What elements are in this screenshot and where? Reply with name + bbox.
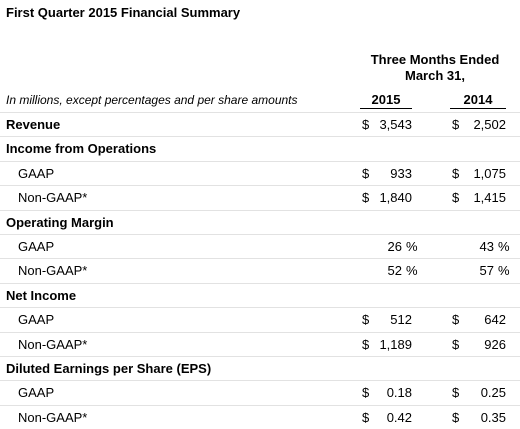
row-rule bbox=[0, 307, 520, 309]
amount: 43 bbox=[479, 239, 494, 254]
period: Three Months Ended bbox=[370, 52, 500, 67]
row-rule bbox=[0, 282, 520, 284]
row-label: GAAP bbox=[18, 312, 55, 328]
unit: % bbox=[498, 263, 510, 279]
unit: % bbox=[406, 239, 418, 254]
row-label: GAAP bbox=[18, 239, 55, 254]
year: 2014 bbox=[463, 92, 493, 107]
amount: 933 bbox=[390, 165, 412, 181]
unit: % bbox=[498, 239, 510, 254]
note: In millions, except percentages and per … bbox=[6, 93, 298, 107]
currency: $ bbox=[362, 190, 370, 206]
row-rule bbox=[0, 234, 520, 235]
currency: $ bbox=[452, 117, 460, 132]
currency: $ bbox=[452, 385, 460, 401]
currency: $ bbox=[362, 165, 370, 181]
amount: 0.35 bbox=[480, 409, 506, 425]
row-label: GAAP bbox=[18, 165, 55, 181]
currency: $ bbox=[452, 312, 460, 328]
amount: 1,415 bbox=[473, 190, 506, 206]
currency: $ bbox=[452, 336, 460, 352]
row-rule bbox=[0, 112, 520, 113]
amount: 0.18 bbox=[386, 385, 412, 401]
section-label: Income from Operations bbox=[6, 141, 157, 157]
row-label: Non-GAAP* bbox=[18, 190, 88, 206]
amount: 0.25 bbox=[480, 385, 506, 401]
amount: 26 bbox=[387, 239, 402, 254]
currency: $ bbox=[362, 117, 370, 132]
currency: $ bbox=[362, 385, 370, 401]
year: 2015 bbox=[371, 92, 401, 107]
row-label: Non-GAAP* bbox=[18, 336, 88, 352]
row-rule bbox=[0, 380, 520, 382]
unit: % bbox=[406, 263, 418, 279]
amount: 2,502 bbox=[473, 117, 506, 132]
currency: $ bbox=[452, 165, 460, 181]
row-rule bbox=[0, 185, 520, 187]
underline bbox=[450, 108, 506, 109]
section-label: Revenue bbox=[6, 117, 61, 132]
currency: $ bbox=[452, 409, 460, 425]
row-rule bbox=[0, 356, 520, 357]
row-rule bbox=[0, 258, 520, 260]
row-rule bbox=[0, 136, 520, 138]
amount: 57 bbox=[479, 263, 494, 279]
amount: 512 bbox=[390, 312, 412, 328]
amount: 0.42 bbox=[386, 409, 412, 425]
amount: 1,189 bbox=[379, 336, 412, 352]
row-rule bbox=[0, 209, 520, 211]
amount: 1,840 bbox=[379, 190, 412, 206]
currency: $ bbox=[362, 409, 370, 425]
amount: 52 bbox=[387, 263, 402, 279]
currency: $ bbox=[452, 190, 460, 206]
currency: $ bbox=[362, 312, 370, 328]
amount: 642 bbox=[484, 312, 506, 328]
section-label: Operating Margin bbox=[6, 214, 114, 230]
row-rule bbox=[0, 331, 520, 333]
currency: $ bbox=[362, 336, 370, 352]
section-label: Diluted Earnings per Share (EPS) bbox=[6, 361, 212, 376]
row-label: Non-GAAP* bbox=[18, 409, 88, 425]
amount: 1,075 bbox=[473, 165, 506, 181]
amount: 926 bbox=[484, 336, 506, 352]
row-label: Non-GAAP* bbox=[18, 263, 88, 279]
title: First Quarter 2015 Financial Summary bbox=[6, 5, 241, 20]
row-label: GAAP bbox=[18, 385, 55, 401]
section-label: Net Income bbox=[6, 287, 77, 303]
underline bbox=[360, 108, 412, 109]
amount: 3,543 bbox=[379, 117, 412, 132]
date: March 31, bbox=[405, 68, 465, 83]
row-rule bbox=[0, 404, 520, 406]
row-rule bbox=[0, 160, 520, 162]
